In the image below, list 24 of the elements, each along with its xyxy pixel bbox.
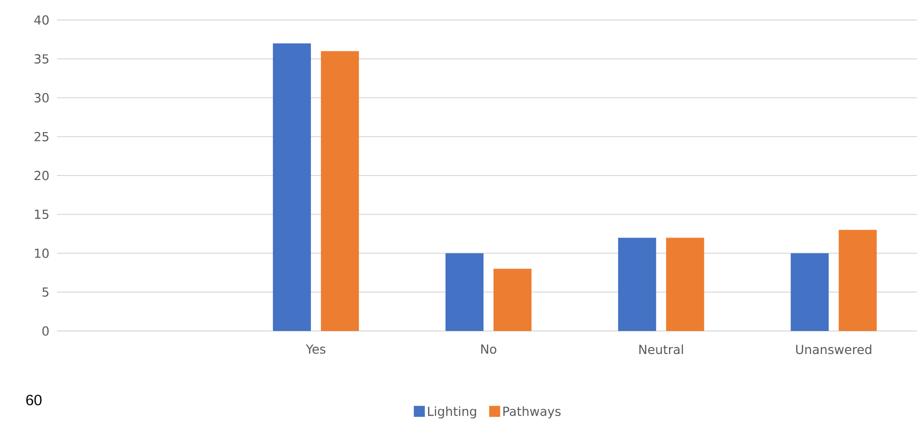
y-tick-label: 15 <box>35 210 48 219</box>
bar <box>446 253 484 331</box>
bar <box>666 238 704 331</box>
x-tick-label: No <box>481 344 496 354</box>
bar <box>618 238 656 331</box>
y-tick-label: 10 <box>35 248 49 258</box>
bar <box>494 268 532 331</box>
y-tick-label: 25 <box>34 132 48 142</box>
x-tick-label: Neutral <box>639 344 683 354</box>
bar <box>272 43 311 331</box>
x-tick-label: Unanswered <box>796 344 872 354</box>
y-tick-label: 40 <box>34 15 49 25</box>
bar <box>838 230 877 331</box>
y-tick-label: 0 <box>42 326 49 336</box>
legend-label: Lighting <box>428 406 476 418</box>
y-tick-label: 35 <box>34 54 48 64</box>
y-tick-label: 30 <box>34 93 49 102</box>
y-tick-label: 5 <box>42 288 48 297</box>
x-tick-label: Yes <box>306 344 326 354</box>
bar <box>320 51 359 331</box>
legend-label: Pathways <box>503 406 561 418</box>
text: 60 <box>26 394 42 406</box>
bar <box>790 253 829 331</box>
y-tick-label: 20 <box>34 170 49 180</box>
